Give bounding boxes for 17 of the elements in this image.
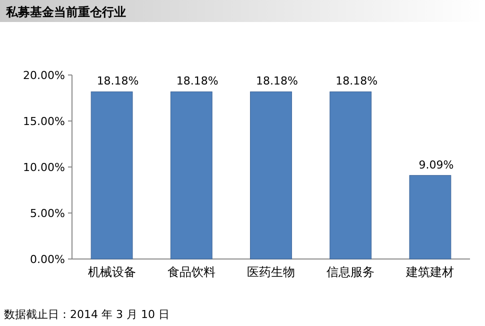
data-label: 9.09% [418, 158, 454, 172]
data-label: 18.18% [256, 74, 298, 88]
y-tick-label: 15.00% [23, 115, 65, 128]
data-label: 18.18% [336, 74, 378, 88]
x-tick-label: 建筑建材 [405, 265, 454, 279]
data-label: 18.18% [96, 74, 139, 88]
y-tick-label: 0.00% [30, 253, 65, 266]
text: 数据截止日：2014 年 3 月 10 日 [4, 308, 170, 321]
x-tick-label: 信息服务 [326, 265, 375, 279]
x-tick-label: 食品饮料 [167, 265, 216, 279]
y-tick-label: 20.00% [23, 69, 65, 82]
x-tick-label: 医药生物 [247, 265, 295, 279]
data-label: 18.18% [176, 74, 218, 88]
y-tick-label: 10.00% [23, 161, 65, 174]
chart-title: 私募基金当前重仓行业 [5, 5, 126, 19]
y-tick-label: 5.00% [30, 207, 65, 220]
x-tick-label: 机械设备 [88, 265, 136, 279]
